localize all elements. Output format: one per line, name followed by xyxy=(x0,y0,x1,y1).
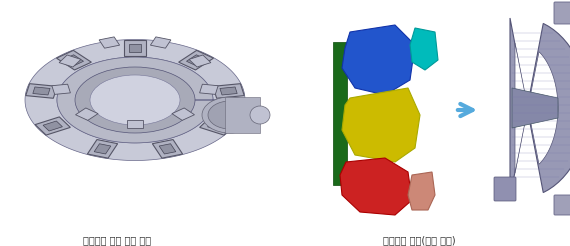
Polygon shape xyxy=(510,18,570,198)
Text: 진공용기 조립 완료 모습
(본체 9개+상부/중간부/하부 포트): 진공용기 조립 완료 모습 (본체 9개+상부/중간부/하부 포트) xyxy=(64,235,169,246)
Polygon shape xyxy=(127,120,143,128)
Polygon shape xyxy=(408,172,435,210)
Polygon shape xyxy=(189,55,211,67)
Polygon shape xyxy=(99,37,120,48)
FancyBboxPatch shape xyxy=(554,2,570,24)
Polygon shape xyxy=(512,88,558,128)
Polygon shape xyxy=(124,40,146,56)
Ellipse shape xyxy=(250,106,270,124)
FancyBboxPatch shape xyxy=(554,195,570,215)
Polygon shape xyxy=(25,40,245,160)
Polygon shape xyxy=(87,139,117,158)
Polygon shape xyxy=(178,50,214,70)
Polygon shape xyxy=(172,108,194,120)
Polygon shape xyxy=(75,108,98,120)
Polygon shape xyxy=(200,117,235,135)
Polygon shape xyxy=(213,84,245,98)
FancyBboxPatch shape xyxy=(494,177,516,201)
Polygon shape xyxy=(57,57,213,143)
Polygon shape xyxy=(220,87,237,95)
Polygon shape xyxy=(150,37,171,48)
Polygon shape xyxy=(43,121,63,131)
Polygon shape xyxy=(33,87,50,95)
Polygon shape xyxy=(64,55,84,65)
Polygon shape xyxy=(333,42,347,185)
Polygon shape xyxy=(225,97,260,133)
Polygon shape xyxy=(56,50,91,70)
Polygon shape xyxy=(35,117,70,135)
Ellipse shape xyxy=(90,75,180,125)
Polygon shape xyxy=(342,88,420,162)
Polygon shape xyxy=(129,44,141,52)
Polygon shape xyxy=(410,28,438,70)
Polygon shape xyxy=(26,84,57,98)
Polygon shape xyxy=(207,121,227,131)
Ellipse shape xyxy=(208,101,252,129)
Polygon shape xyxy=(186,55,206,65)
Polygon shape xyxy=(152,139,182,158)
Polygon shape xyxy=(159,144,176,154)
Polygon shape xyxy=(94,144,111,154)
Polygon shape xyxy=(200,84,218,94)
Polygon shape xyxy=(340,158,412,215)
Polygon shape xyxy=(52,84,71,94)
Ellipse shape xyxy=(75,67,195,133)
Text: 진공용기 본체(운송 단위): 진공용기 본체(운송 단위) xyxy=(382,235,455,245)
Polygon shape xyxy=(59,55,81,67)
Polygon shape xyxy=(515,43,558,173)
Ellipse shape xyxy=(202,97,258,133)
Polygon shape xyxy=(342,25,415,95)
